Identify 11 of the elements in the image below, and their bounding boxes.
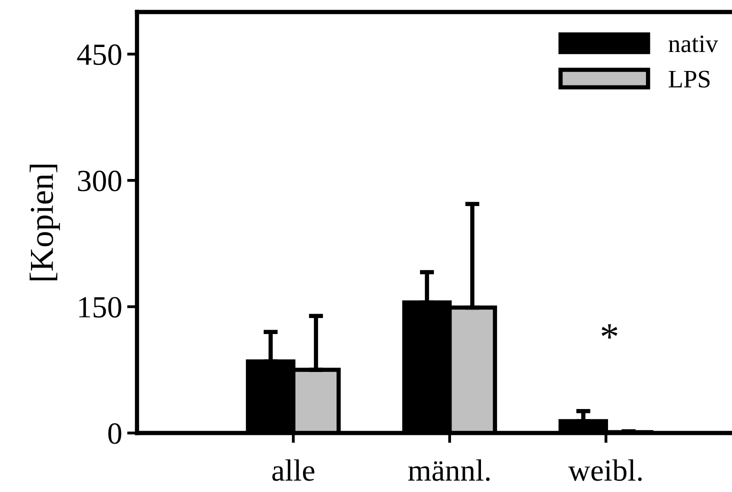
y-tick-label: 450 [77, 44, 122, 65]
annotation: * [602, 324, 618, 339]
legend-label: nativ [668, 35, 718, 52]
x-tick-label: männl. [408, 459, 490, 482]
y-tick-label: 150 [79, 296, 122, 318]
y-axis-title: [Kopien] [30, 164, 60, 280]
y-tick-label: 0 [108, 423, 122, 444]
x-tick-label: weibl. [568, 459, 642, 482]
y-tick-label: 300 [78, 170, 122, 192]
x-tick-label: alle [272, 459, 314, 481]
legend-label: LPS [668, 70, 710, 88]
